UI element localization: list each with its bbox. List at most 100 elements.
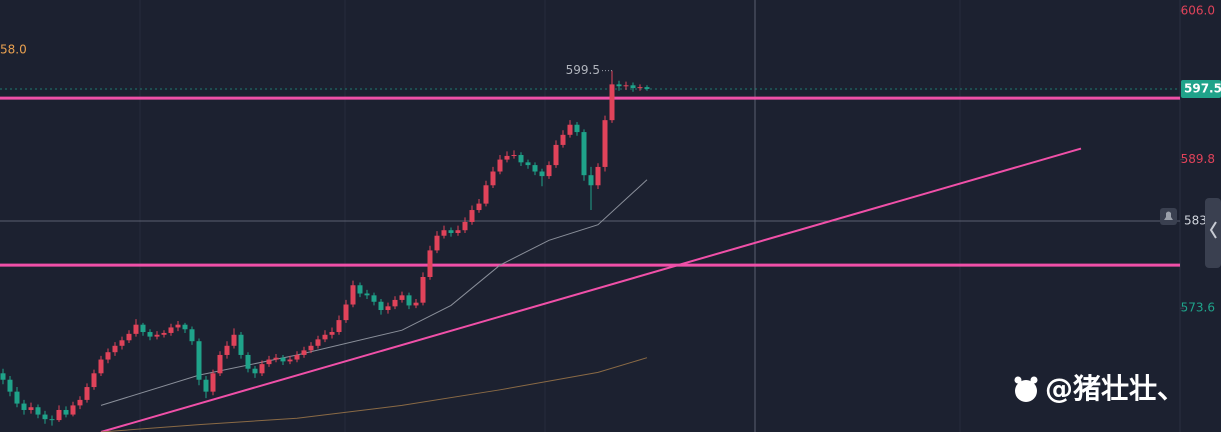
candle-body xyxy=(609,84,615,121)
candle-body xyxy=(49,419,55,421)
candle-body xyxy=(70,405,76,415)
candle-body xyxy=(588,175,594,186)
high-label: 599.5 xyxy=(566,63,600,77)
candle-body xyxy=(161,332,167,335)
candle-body xyxy=(392,299,398,307)
candle-body xyxy=(140,324,146,333)
candle-body xyxy=(567,124,573,135)
trend-line xyxy=(100,147,1082,432)
candle-body xyxy=(112,345,118,353)
candle-body xyxy=(42,414,48,420)
candle-body xyxy=(210,373,216,392)
candle-body xyxy=(126,333,132,341)
candle-body xyxy=(511,155,517,157)
candle-body xyxy=(217,354,223,374)
candle-body xyxy=(105,352,111,360)
candle-body xyxy=(462,221,468,231)
candle-body xyxy=(525,162,531,166)
candle-body xyxy=(7,379,13,392)
candle-body xyxy=(420,276,426,303)
candle-body xyxy=(273,357,279,360)
grid xyxy=(139,0,961,432)
candle-body xyxy=(98,359,104,374)
y-tick-label: 589.8 xyxy=(1181,152,1215,166)
side-tab-arrow[interactable] xyxy=(1209,221,1217,239)
candle-body xyxy=(399,295,405,300)
candle-body xyxy=(455,230,461,233)
candle-body xyxy=(623,85,629,87)
candle-body xyxy=(490,171,496,186)
last-price-label: 597.5 xyxy=(1184,81,1221,95)
candle-body xyxy=(245,354,251,369)
candle-body xyxy=(336,320,342,333)
left-label: 58.0 xyxy=(0,43,27,57)
candle-body xyxy=(378,301,384,311)
candle-body xyxy=(91,373,97,388)
candle-body xyxy=(581,132,587,176)
candle-body xyxy=(385,306,391,311)
candle-body xyxy=(0,373,6,380)
candle-body xyxy=(266,359,272,365)
last-price-box xyxy=(1181,79,1221,98)
candle-body xyxy=(301,350,307,355)
candle-body xyxy=(28,407,34,410)
candle-body xyxy=(518,155,524,163)
candle-body xyxy=(532,165,538,172)
candle-body xyxy=(224,345,230,355)
candle-body xyxy=(616,84,622,87)
candle-body xyxy=(364,293,370,296)
candle-body xyxy=(168,327,174,333)
candle-body xyxy=(357,285,363,294)
candle-body xyxy=(329,332,335,335)
candle-body xyxy=(84,387,90,400)
candle-body xyxy=(469,210,475,222)
candle-body xyxy=(294,354,300,360)
candle-body xyxy=(238,334,244,355)
candle-body xyxy=(21,403,27,410)
candle-body xyxy=(413,302,419,306)
candle-body xyxy=(175,324,181,328)
candle-body xyxy=(56,409,62,421)
watermark: @猪壮壮、 xyxy=(1014,372,1185,405)
candle-body xyxy=(630,85,636,89)
candle-body xyxy=(483,185,489,204)
candle-body xyxy=(406,295,412,306)
candle-body xyxy=(350,285,356,305)
candle-body xyxy=(637,87,643,89)
y-tick-label: 573.6 xyxy=(1181,301,1215,315)
candle-body xyxy=(371,295,377,302)
y-tick-label: 606.0 xyxy=(1181,4,1215,18)
candle-body xyxy=(133,324,139,334)
candle-body xyxy=(441,230,447,236)
candle-body xyxy=(434,235,440,251)
candle-body xyxy=(476,203,482,211)
candle-body xyxy=(427,250,433,277)
watermark-text: @猪壮壮、 xyxy=(1045,372,1185,405)
candle-body xyxy=(119,340,125,346)
candle-body xyxy=(315,339,321,346)
watermark-icon xyxy=(1015,380,1037,402)
candle-body xyxy=(553,144,559,166)
candle-body xyxy=(14,391,20,404)
candle-body xyxy=(560,134,566,145)
watermark-icon xyxy=(1014,376,1022,384)
moving-average xyxy=(100,357,648,432)
candle-body xyxy=(77,399,83,406)
candle-body xyxy=(574,124,580,133)
candle-body xyxy=(252,368,258,374)
candle-body xyxy=(231,334,237,346)
candle-body xyxy=(196,341,202,380)
candle-body xyxy=(63,409,69,415)
candle-body xyxy=(595,166,601,186)
candle-body xyxy=(448,230,454,233)
candle-body xyxy=(259,364,265,374)
moving-average xyxy=(100,179,648,406)
candle-body xyxy=(182,324,188,330)
candle-body xyxy=(147,332,153,337)
candle-body xyxy=(602,120,608,167)
bell-icon xyxy=(1164,211,1173,220)
candle-body xyxy=(497,159,503,172)
candle-body xyxy=(189,329,195,342)
